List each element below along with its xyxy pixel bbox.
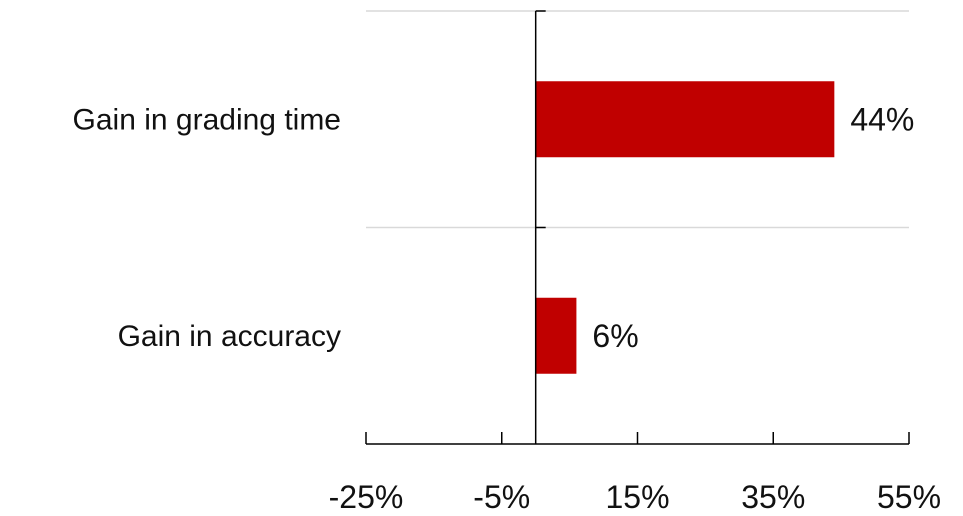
x-tick-label: 15%	[605, 479, 669, 515]
category-label: Gain in accuracy	[118, 320, 341, 353]
bar-accuracy	[535, 297, 577, 374]
x-tick-label: -25%	[329, 479, 404, 515]
labels: 44% Gain in grading time 6% Gain in accurac…	[73, 101, 942, 515]
bars	[535, 81, 835, 374]
axes	[365, 10, 910, 445]
bar-grading-time	[535, 81, 835, 158]
x-tick-label: 35%	[741, 479, 805, 515]
gridlines	[366, 10, 909, 229]
x-tick-label: 55%	[877, 479, 941, 515]
x-tick-label: -5%	[473, 479, 530, 515]
data-label: 6%	[592, 318, 638, 354]
category-label: Gain in grading time	[73, 103, 341, 136]
data-label: 44%	[850, 101, 914, 137]
